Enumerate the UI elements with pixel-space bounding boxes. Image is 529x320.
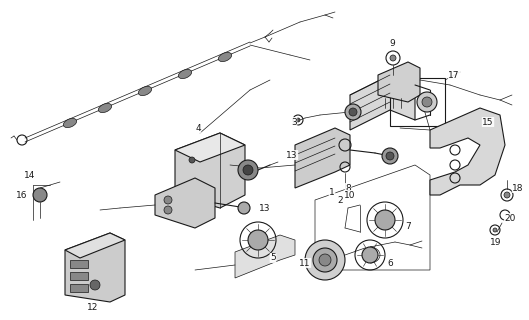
Circle shape [305,240,345,280]
Text: 14: 14 [24,171,35,180]
Text: 3: 3 [291,117,297,126]
Text: 8: 8 [345,183,351,193]
Polygon shape [155,178,215,228]
Circle shape [313,248,337,272]
Ellipse shape [98,103,112,113]
Circle shape [493,228,497,232]
Text: 16: 16 [16,190,28,199]
Text: 17: 17 [448,70,460,79]
Polygon shape [350,75,415,130]
Circle shape [90,280,100,290]
Polygon shape [65,233,125,258]
Polygon shape [175,133,245,162]
Ellipse shape [63,118,77,128]
Circle shape [362,247,378,263]
Bar [70,260,88,268]
Circle shape [248,230,268,250]
Circle shape [238,160,258,180]
Text: 11: 11 [299,259,311,268]
Text: 5: 5 [270,253,276,262]
Text: 10: 10 [344,190,355,199]
Circle shape [296,118,300,122]
Circle shape [33,188,47,202]
Text: 12: 12 [87,303,99,313]
Polygon shape [175,133,245,208]
Polygon shape [430,108,505,195]
Circle shape [164,206,172,214]
Text: 6: 6 [387,259,393,268]
Circle shape [386,152,394,160]
Polygon shape [65,233,125,302]
Ellipse shape [218,52,232,61]
Circle shape [345,104,361,120]
Text: 2: 2 [337,196,343,204]
Polygon shape [235,235,295,278]
Circle shape [238,202,250,214]
Text: 19: 19 [490,237,501,246]
Circle shape [382,148,398,164]
Text: 4: 4 [195,124,201,132]
Circle shape [417,92,437,112]
Circle shape [504,192,510,198]
Text: 20: 20 [504,213,516,222]
Circle shape [319,254,331,266]
Circle shape [243,165,253,175]
Text: 18: 18 [512,183,524,193]
Circle shape [189,157,195,163]
Circle shape [375,210,395,230]
Circle shape [422,97,432,107]
Text: 15: 15 [482,117,494,126]
Text: 1: 1 [329,188,335,196]
Ellipse shape [139,86,152,96]
Bar [70,272,88,280]
Circle shape [349,108,357,116]
Circle shape [164,196,172,204]
Polygon shape [378,62,420,102]
Circle shape [390,55,396,61]
Text: 7: 7 [405,221,411,230]
Text: 9: 9 [389,38,395,47]
Text: 13: 13 [259,204,271,212]
Bar [390,78,445,126]
Bar [70,284,88,292]
Text: 13: 13 [286,150,298,159]
Ellipse shape [178,69,191,79]
Polygon shape [295,128,350,188]
